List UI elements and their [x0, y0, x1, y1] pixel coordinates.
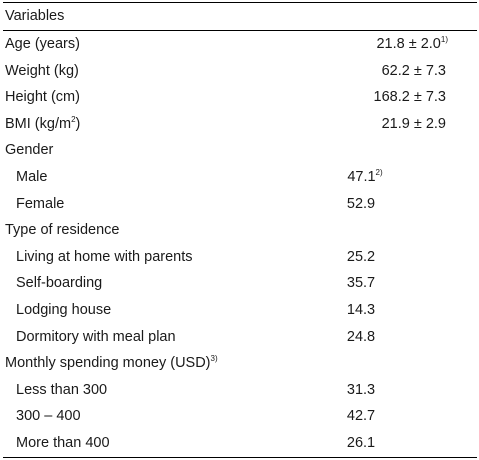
- row-value: 21.9 ± 2.9: [381, 115, 446, 132]
- table-row-spending-low: Less than 300 31.3: [3, 377, 477, 404]
- row-label: Self-boarding: [16, 275, 103, 292]
- characteristics-table: Variables Age (years) 21.8 ± 2.01) Weigh…: [3, 2, 477, 458]
- footnote-marker: 2): [375, 168, 383, 178]
- row-value: 31.3: [346, 381, 376, 398]
- table-row-residence-self: Self-boarding 35.7: [3, 270, 477, 297]
- row-label: Lodging house: [16, 301, 112, 318]
- section-gender: Gender: [3, 137, 477, 164]
- row-value: 21.8 ± 2.01): [376, 35, 448, 53]
- table-row-bmi: BMI (kg/m2) 21.9 ± 2.9: [3, 111, 477, 138]
- row-value: 42.7: [346, 408, 376, 425]
- row-label: Less than 300: [16, 381, 108, 398]
- row-label: Weight (kg): [5, 62, 79, 79]
- table-row-residence-home: Living at home with parents 25.2: [3, 244, 477, 271]
- row-label: Living at home with parents: [16, 248, 193, 265]
- row-label: Female: [16, 195, 65, 212]
- row-value: 14.3: [346, 301, 376, 318]
- section-spending: Monthly spending money (USD)3): [3, 350, 477, 377]
- table-row-weight: Weight (kg) 62.2 ± 7.3: [3, 58, 477, 85]
- table-bottom-rule: [3, 456, 477, 458]
- section-title: Type of residence: [5, 222, 120, 239]
- row-value: 25.2: [346, 248, 376, 265]
- row-value: 168.2 ± 7.3: [373, 89, 446, 106]
- table-header-rule: [3, 30, 477, 31]
- table-row-spending-high: More than 400 26.1: [3, 430, 477, 457]
- table-row-male: Male 47.12): [3, 164, 477, 191]
- row-label: Male: [16, 169, 48, 186]
- row-label: Dormitory with meal plan: [16, 328, 176, 345]
- section-title: Gender: [5, 142, 54, 159]
- table-row-age: Age (years) 21.8 ± 2.01): [3, 31, 477, 58]
- table-row-spending-mid: 300 – 400 42.7: [3, 403, 477, 430]
- row-label: More than 400: [16, 434, 110, 451]
- section-title: Monthly spending money (USD)3): [5, 354, 218, 372]
- footnote-marker: 3): [210, 354, 218, 364]
- table-top-rule: [3, 2, 477, 3]
- table-header-row: Variables: [3, 3, 477, 30]
- row-label: BMI (kg/m2): [5, 115, 81, 132]
- row-value: 35.7: [346, 275, 376, 292]
- section-residence: Type of residence: [3, 217, 477, 244]
- row-value: 26.1: [346, 434, 376, 451]
- table-row-residence-lodging: Lodging house 14.3: [3, 297, 477, 324]
- table-row-residence-dormitory: Dormitory with meal plan 24.8: [3, 324, 477, 351]
- table-row-height: Height (cm) 168.2 ± 7.3: [3, 84, 477, 111]
- row-value: 62.2 ± 7.3: [381, 62, 446, 79]
- row-label: Age (years): [5, 36, 80, 53]
- row-value: 24.8: [346, 328, 376, 345]
- header-variables: Variables: [5, 8, 65, 25]
- row-label: Height (cm): [5, 89, 80, 106]
- footnote-marker: 1): [440, 35, 448, 45]
- row-label: 300 – 400: [16, 408, 81, 425]
- row-value: 52.9: [346, 195, 376, 212]
- table-row-female: Female 52.9: [3, 191, 477, 218]
- row-value: 47.12): [347, 168, 383, 186]
